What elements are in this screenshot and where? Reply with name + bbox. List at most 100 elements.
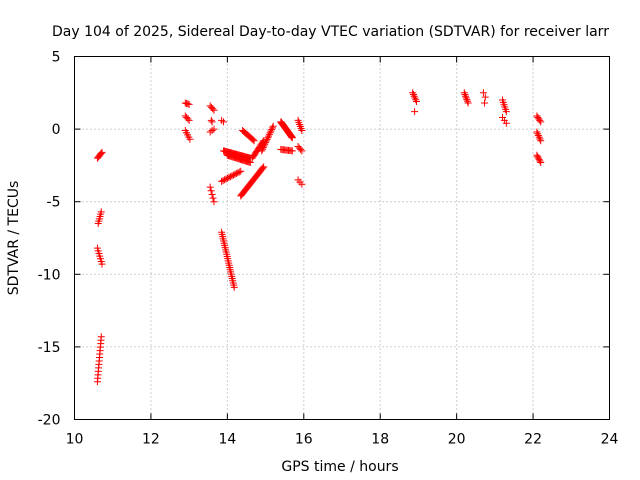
data-point (209, 105, 217, 113)
tick-labels: 10 12 14 16 18 20 22 24 5 0 -5 -10 -15 -20 (38, 50, 619, 448)
data-point (537, 158, 545, 166)
data-point (185, 116, 193, 124)
data-point (537, 118, 545, 126)
data-point (502, 108, 510, 116)
data-point (479, 89, 487, 97)
data-point (219, 177, 227, 185)
data-point (98, 148, 106, 156)
data-point (460, 89, 468, 97)
data-point (221, 176, 229, 184)
data-point (463, 97, 471, 105)
data-point (250, 137, 258, 145)
y-tick-label: -10 (38, 267, 61, 283)
data-point (481, 99, 489, 107)
data-point (229, 171, 237, 179)
data-point (268, 125, 276, 133)
plot-frame (74, 56, 610, 420)
data-point (210, 198, 218, 206)
data-point (535, 133, 543, 141)
data-point (209, 194, 217, 202)
x-tick-label: 22 (524, 432, 542, 448)
data-point (208, 127, 216, 135)
data-point (234, 169, 242, 177)
data-point (463, 96, 471, 104)
x-tick-label: 16 (295, 432, 313, 448)
x-tick-label: 24 (601, 432, 619, 448)
data-point (232, 170, 240, 178)
y-tick-label: 5 (52, 50, 61, 66)
data-point (412, 96, 420, 104)
data-point (266, 129, 274, 137)
data-point (249, 136, 257, 144)
data-point (411, 108, 419, 116)
data-point (98, 260, 106, 268)
data-point (269, 122, 277, 130)
data-point (536, 116, 544, 124)
data-point (259, 145, 267, 153)
data-point (262, 137, 270, 145)
data-point (261, 140, 269, 148)
data-point (533, 151, 541, 159)
data-point (264, 134, 272, 142)
data-point (206, 183, 214, 191)
data-point (461, 90, 469, 98)
y-tick-label: -15 (38, 340, 61, 356)
chart-title: Day 104 of 2025, Sidereal Day-to-day VTE… (52, 24, 609, 40)
data-point (410, 92, 418, 100)
data-point (267, 127, 275, 135)
data-point (207, 187, 215, 195)
data-point (536, 135, 544, 143)
data-point (297, 145, 305, 153)
data-point (288, 147, 296, 155)
data-points (93, 89, 545, 386)
data-point (502, 119, 510, 127)
data-point (298, 127, 306, 135)
data-point (208, 190, 216, 198)
data-point (464, 99, 472, 107)
x-axis-label: GPS time / hours (281, 459, 398, 475)
y-axis-label: SDTVAR / TECUs (6, 181, 22, 296)
data-point (258, 147, 266, 155)
data-point (220, 118, 228, 126)
data-point (413, 98, 421, 106)
data-point (481, 93, 489, 101)
y-tick-label: -5 (47, 195, 61, 211)
data-point (298, 147, 306, 155)
data-point (462, 94, 470, 102)
data-point (184, 115, 192, 123)
data-point (259, 164, 267, 172)
data-point (534, 154, 542, 162)
data-point (224, 174, 232, 182)
data-point (536, 157, 544, 165)
data-point (409, 91, 417, 99)
grid (74, 56, 610, 420)
data-point (535, 156, 543, 164)
data-point (225, 173, 233, 181)
data-point (260, 142, 268, 150)
data-point (97, 208, 105, 216)
data-point (186, 135, 194, 143)
data-point (265, 130, 273, 138)
data-point (222, 175, 230, 183)
data-point (409, 89, 417, 97)
y-tick-label: 0 (52, 122, 61, 138)
x-tick-label: 10 (66, 432, 84, 448)
data-point (218, 116, 226, 124)
x-tick-label: 18 (371, 432, 389, 448)
data-point (185, 100, 193, 108)
data-point (534, 130, 542, 138)
data-point (534, 131, 542, 139)
x-tick-label: 20 (448, 432, 466, 448)
data-point (246, 158, 254, 166)
data-point (260, 163, 268, 171)
data-point (537, 137, 545, 145)
data-point (228, 172, 236, 180)
data-point (235, 168, 243, 176)
data-point (218, 177, 226, 185)
data-point (265, 132, 273, 140)
data-point (411, 94, 419, 102)
data-point (268, 124, 276, 132)
data-point (462, 92, 470, 100)
data-point (288, 134, 296, 142)
